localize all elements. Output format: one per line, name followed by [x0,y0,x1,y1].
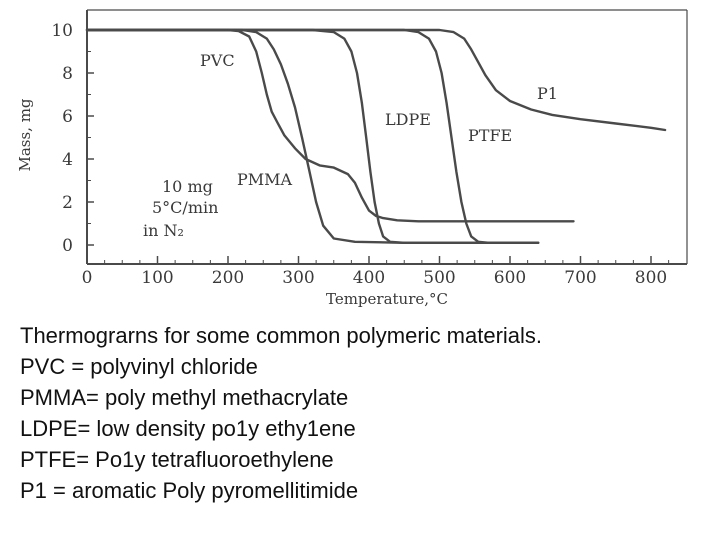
series-label-ldpe: LDPE [385,110,431,129]
caption-line: PMMA= poly methyl methacrylate [20,385,349,410]
y-tick-label: 10 [51,21,73,41]
x-tick-label: 400 [353,268,385,288]
series-lines [85,28,667,244]
caption-line: Thermograrns for some common polymeric m… [20,323,543,348]
x-tick-label: 0 [82,268,93,288]
series-label-pvc: PVC [200,51,235,70]
y-tick-label: 8 [62,64,73,84]
x-tick-label: 200 [212,268,244,288]
x-tick-label: 600 [494,268,526,288]
series-line-ptfe [85,28,540,244]
y-tick-label: 4 [62,150,73,170]
caption-line: PTFE= Po1y tetrafluoroethylene [20,447,334,472]
condition-annotation-mass: 10 mg [162,177,213,196]
series-label-p1: P1 [537,84,558,103]
x-axis-label: Temperature,°C [326,290,448,308]
series-line-ldpe [85,28,540,244]
series-line-p1 [85,28,667,132]
x-tick-label: 700 [564,268,596,288]
series-label-ptfe: PTFE [468,126,512,145]
x-tick-label: 500 [423,268,455,288]
caption-line: PVC = polyvinyl chloride [20,354,258,379]
y-axis-ticks: 0 2 4 6 8 10 [51,21,94,256]
y-tick-label: 2 [62,193,73,213]
y-axis-label: Mass, mg [16,98,34,171]
condition-annotation-rate: 5°C/min [152,198,218,217]
thermogram-chart: 0 100 200 300 400 500 600 700 800 0 2 4 6 8 10 PVC PMM… [16,9,688,308]
caption-line: P1 = aromatic Poly pyromellitimide [20,478,359,503]
series-labels: PVC PMMA LDPE PTFE P1 [200,51,558,189]
x-tick-label: 100 [141,268,173,288]
y-tick-label: 6 [62,107,73,127]
x-tick-label: 800 [635,268,667,288]
figure-caption: Thermograrns for some common polymeric m… [20,320,710,506]
caption-line: LDPE= low density po1y ethy1ene [20,416,356,441]
condition-annotation-atmosphere: in N₂ [143,221,184,240]
x-tick-label: 300 [282,268,314,288]
series-line-pvc [85,28,575,223]
y-tick-label: 0 [62,236,73,256]
series-line-pmma [85,28,540,244]
x-axis-ticks: 0 100 200 300 400 500 600 700 800 [82,256,670,288]
series-label-pmma: PMMA [237,170,293,189]
